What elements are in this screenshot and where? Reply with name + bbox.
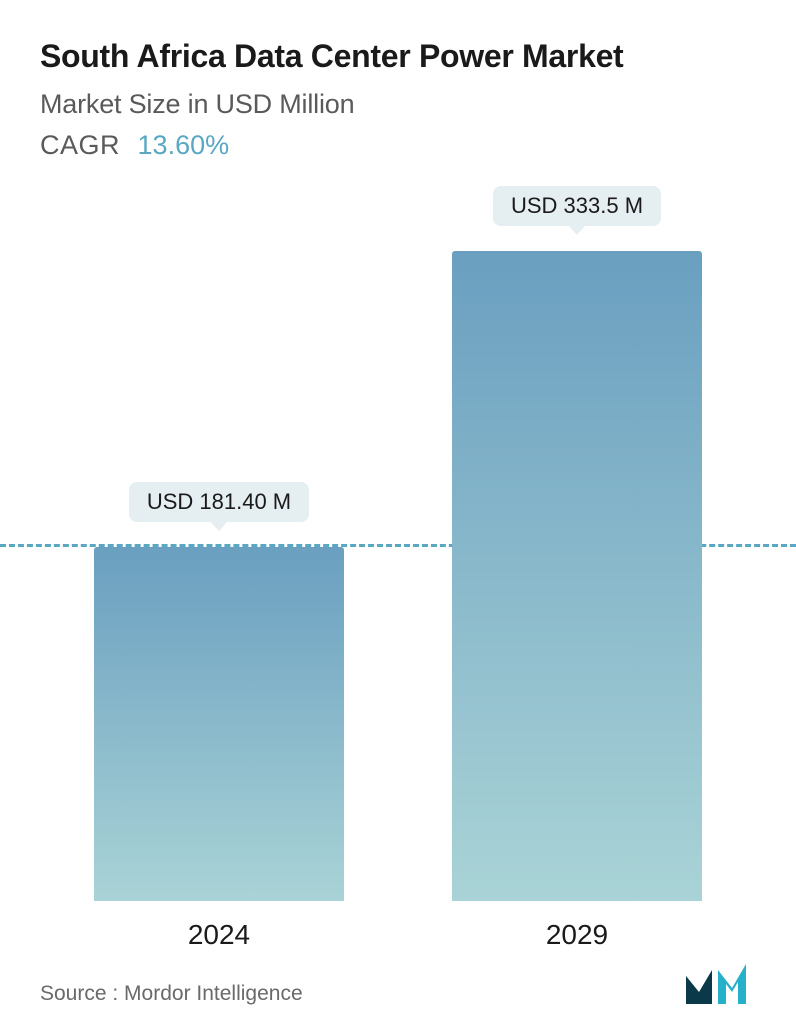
chart-container: South Africa Data Center Power Market Ma… [0,0,796,1034]
pill-pointer-icon [568,225,586,235]
bars-wrap: USD 181.40 M USD 333.5 M [40,181,756,901]
bar-value-label: USD 181.40 M [129,482,309,531]
pill-pointer-icon [210,521,228,531]
bar [94,547,344,901]
x-axis-label: 2029 [452,919,702,951]
bar-group: USD 333.5 M [452,251,702,901]
bar-group: USD 181.40 M [94,547,344,901]
chart-area: USD 181.40 M USD 333.5 M [40,181,756,901]
chart-footer: Source : Mordor Intelligence [40,962,756,1006]
bar [452,251,702,901]
value-pill: USD 181.40 M [129,482,309,522]
chart-title: South Africa Data Center Power Market [40,38,756,75]
cagr-label: CAGR [40,130,120,160]
bar-value-label: USD 333.5 M [493,186,661,235]
value-pill: USD 333.5 M [493,186,661,226]
cagr-row: CAGR 13.60% [40,130,756,161]
brand-logo-icon [684,962,756,1006]
source-text: Source : Mordor Intelligence [40,982,303,1006]
x-axis-labels: 2024 2029 [40,919,756,951]
chart-subtitle: Market Size in USD Million [40,89,756,120]
x-axis-label: 2024 [94,919,344,951]
cagr-value: 13.60% [138,130,230,160]
